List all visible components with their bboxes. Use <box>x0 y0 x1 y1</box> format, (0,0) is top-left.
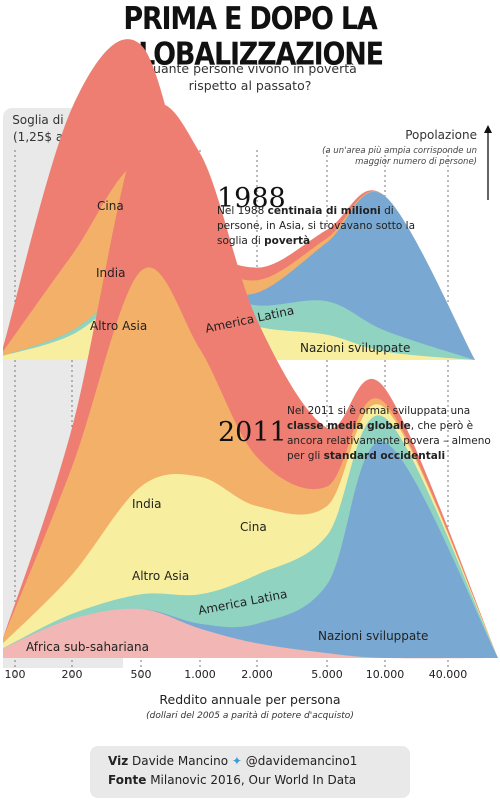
x-tick-label: 200 <box>61 668 83 681</box>
x-tick-label: 40.000 <box>428 668 468 681</box>
area-2011-africa-sub-sahariana <box>3 608 498 659</box>
x-tick-label: 5.000 <box>311 668 343 681</box>
population-axis-note: (a un'area più ampia corrisponde un magg… <box>322 146 477 167</box>
area-2011-nazioni-sviluppate <box>3 441 498 658</box>
note-1988: Nel 1988 centinaia di milioni di persone… <box>217 205 416 247</box>
x-tick-label: 100 <box>4 668 26 681</box>
label-1988-cina: Cina <box>97 199 124 213</box>
credits-source-line: Fonte Milanovic 2016, Our World In Data <box>108 773 357 787</box>
x-tick-label: 500 <box>130 668 152 681</box>
year-2011-label: 2011 <box>218 417 287 448</box>
label-1988-altro-asia: Altro Asia <box>90 319 148 333</box>
x-axis-subtitle: (dollari del 2005 a parità di potere d'a… <box>146 711 354 721</box>
chart-areas <box>3 39 498 659</box>
label-1988-nazioni-sviluppate: Nazioni sviluppate <box>300 341 411 355</box>
credits-viz-line: Viz Davide Mancino ✦ @davidemancino1 <box>108 754 358 768</box>
chart-title: PRIMA E DOPO LA GLOBALIZZAZIONE <box>117 1 384 73</box>
source-text: Milanovic 2016, Our World In Data <box>150 773 357 787</box>
population-arrow-icon <box>484 125 492 133</box>
x-tick-label: 1.000 <box>184 668 216 681</box>
credits-box: Viz Davide Mancino ✦ @davidemancino1 Fon… <box>90 746 410 798</box>
label-2011-altro-asia: Altro Asia <box>132 569 190 583</box>
x-tick-label: 10.000 <box>365 668 405 681</box>
label-1988-india: India <box>96 266 126 280</box>
x-tick-label: 2.000 <box>241 668 273 681</box>
population-axis-title: Popolazione <box>405 128 477 142</box>
label-2011-india: India <box>132 497 162 511</box>
viz-author: Davide Mancino <box>132 754 229 768</box>
year-1988-label: 1988 <box>217 183 286 214</box>
note-2011: Nel 2011 si è ormai sviluppata una class… <box>287 405 491 462</box>
twitter-bird-icon: ✦ <box>231 754 242 768</box>
label-2011-africa-sub-sahariana: Africa sub-sahariana <box>26 640 149 654</box>
label-2011-nazioni-sviluppate: Nazioni sviluppate <box>318 629 429 643</box>
x-axis-title: Reddito annuale per persona <box>159 692 341 707</box>
twitter-handle[interactable]: @davidemancino1 <box>245 754 358 768</box>
label-2011-cina: Cina <box>240 520 267 534</box>
chart-subtitle: Quante persone vivono in povertà rispett… <box>143 61 357 93</box>
